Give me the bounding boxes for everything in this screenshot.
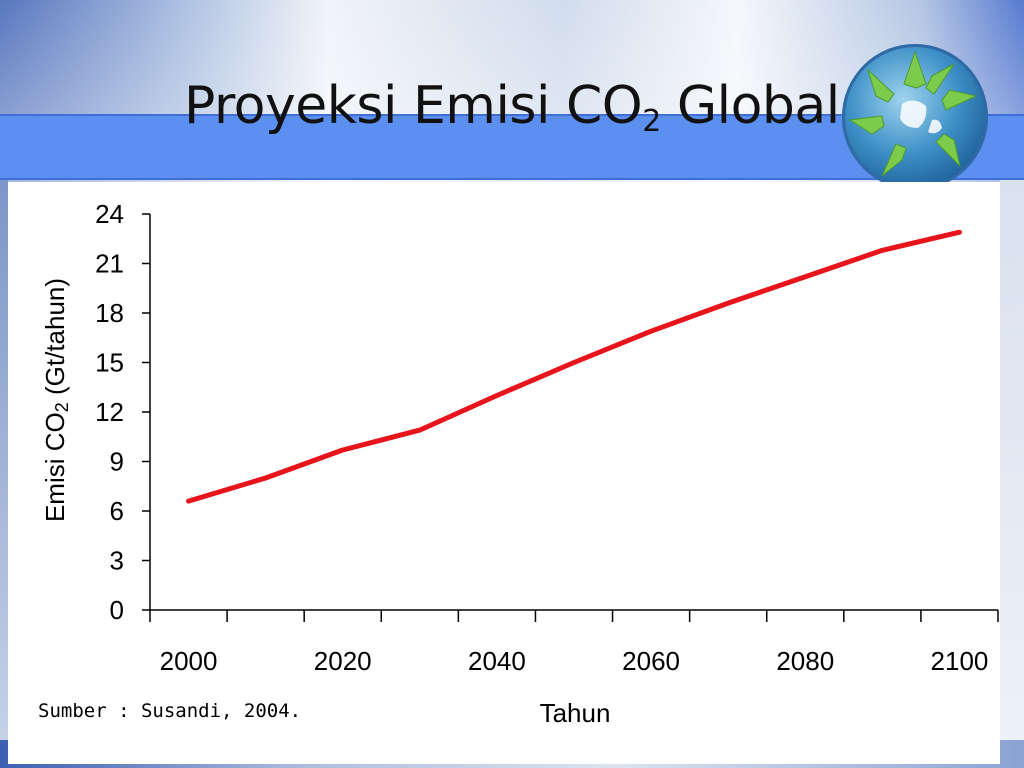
y-tick-label: 24	[95, 199, 124, 229]
y-tick-label: 0	[110, 595, 124, 625]
x-tick-labels: 2000 2020 2040 2060 2080 2100	[160, 646, 989, 676]
x-tick-label: 2040	[468, 646, 526, 676]
x-tick-label: 2000	[160, 646, 218, 676]
title-end: Global	[660, 76, 840, 136]
tick-marks	[142, 213, 999, 622]
y-tick-label: 3	[110, 546, 124, 576]
series-line	[186, 229, 962, 504]
x-tick-label: 2060	[622, 646, 680, 676]
x-tick-label: 2080	[776, 646, 834, 676]
slide-title: Proyeksi Emisi CO2 Global	[184, 76, 840, 146]
y-tick-label: 6	[110, 496, 124, 526]
y-tick-label: 15	[95, 348, 124, 378]
x-axis-label: Tahun	[540, 698, 611, 728]
y-tick-label: 12	[95, 397, 124, 427]
y-axis-label-sub: 2	[52, 402, 72, 412]
chart-panel	[8, 182, 1000, 764]
background-right-strip	[1000, 180, 1024, 768]
x-tick-label: 2020	[314, 646, 372, 676]
source-caption: Sumber : Susandi, 2004.	[38, 700, 302, 722]
background-left-strip	[0, 180, 8, 768]
y-tick-label: 21	[95, 249, 124, 279]
x-tick-label: 2100	[931, 646, 989, 676]
y-tick-label: 9	[110, 447, 124, 477]
y-axis-label: Emisi CO2 (Gt/tahun)	[40, 278, 72, 522]
globe-hands-icon	[842, 44, 988, 190]
y-axis-label-main: Emisi CO	[40, 412, 70, 522]
y-tick-labels: 0 3 6 9 12 15 18 21 24	[95, 199, 124, 625]
title-main: Proyeksi Emisi CO	[184, 76, 643, 136]
y-axis-label-end: (Gt/tahun)	[40, 278, 70, 402]
y-tick-label: 18	[95, 298, 124, 328]
title-subscript: 2	[642, 104, 661, 139]
